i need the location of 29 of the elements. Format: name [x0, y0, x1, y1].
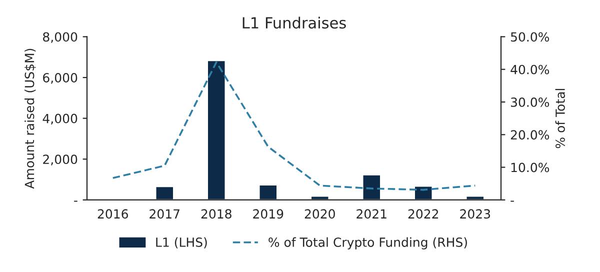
x-tick-label: 2022 [408, 209, 438, 219]
y-axis-title: Amount raised (US$M) [24, 48, 36, 189]
x-tick-label: 2016 [98, 209, 128, 219]
bar [362, 174, 382, 200]
y2-tick-label: - [510, 200, 514, 202]
x-tick-label: 2023 [460, 209, 490, 219]
bar [258, 184, 278, 200]
chart-title: L1 Fundraises [242, 16, 346, 29]
y-tick-label: - [74, 200, 78, 202]
y2-tick-label: 10.0% [511, 162, 550, 172]
x-tick-label: 2019 [253, 209, 284, 219]
y2-tick-label: 20.0% [510, 130, 550, 140]
bar [206, 60, 226, 200]
line-series [112, 61, 476, 191]
x-tick-label: 2018 [201, 209, 232, 219]
y2-tick-label: 40.0% [510, 64, 550, 74]
x-tick-label: 2017 [150, 209, 180, 219]
y2-axis-title: % of Total [555, 88, 565, 148]
x-tick-label: 2020 [304, 209, 335, 219]
y-tick-label: 4,000 [42, 114, 78, 125]
y-tick-label: 2,000 [43, 154, 78, 166]
y2-tick-label: 30.0% [510, 97, 550, 107]
y2-tick-label: 50.0% [510, 32, 550, 42]
y-tick-label: 8,000 [43, 32, 78, 43]
legend-label: % of Total Crypto Funding (RHS) [268, 237, 467, 250]
y-tick-label: 6,000 [43, 72, 78, 84]
x-tick-label: 2021 [356, 209, 386, 219]
legend-label: L1 (LHS) [156, 237, 207, 248]
bar [154, 186, 174, 200]
